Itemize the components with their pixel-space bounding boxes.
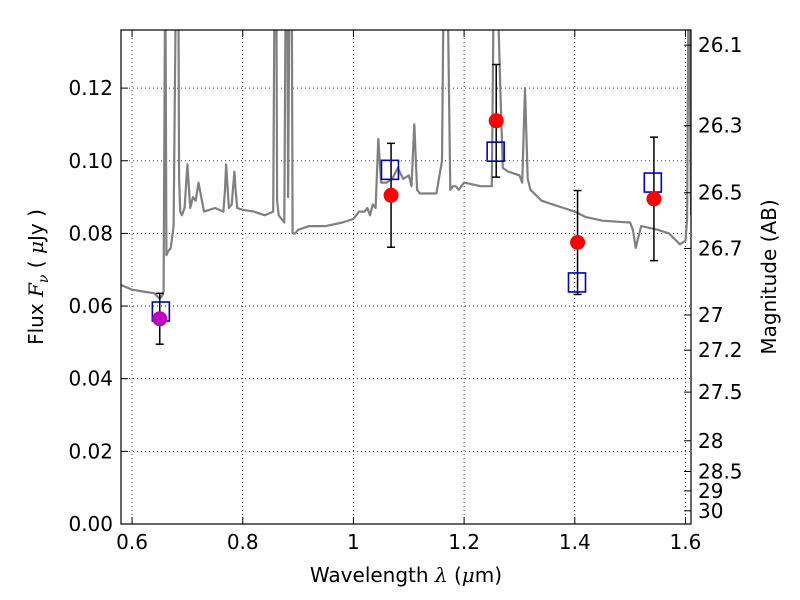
magnitude-tick-label: 26.3 (698, 114, 743, 138)
y-tick-label: 0.10 (68, 149, 113, 173)
magnitude-tick-label: 27.2 (698, 338, 743, 362)
x-tick-label: 0.8 (227, 530, 259, 554)
plot-frame (120, 29, 692, 525)
model-square-marker (380, 159, 400, 181)
y-tick-label: 0.12 (68, 76, 113, 100)
y-tick-label: 0.02 (68, 439, 113, 463)
magnitude-tick-label: 26.5 (698, 181, 743, 205)
magnitude-tick-label: 28.5 (698, 459, 743, 483)
x-tick-label: 1.2 (448, 530, 480, 554)
observed-circle-marker (488, 113, 504, 129)
y-axis-label: Flux Fν ( μJy ) (24, 209, 52, 345)
x-axis-label: Wavelength λ (μm) (310, 563, 502, 587)
x-tick-label: 0.6 (116, 530, 148, 554)
grid-lines (121, 30, 691, 524)
axis-ticks: 0.6 0.8 1 1.2 1.4 1.6 0.00 0.02 0.04 0.06 0.08 0.10… (68, 30, 743, 554)
magnitude-axis-label: Magnitude (AB) (757, 199, 781, 354)
y-tick-label: 0.06 (68, 294, 113, 318)
model-square-marker (567, 272, 587, 293)
observed-circle-marker (646, 191, 662, 207)
spectrum-line (121, 30, 691, 300)
magnitude-tick-label: 28 (698, 429, 723, 453)
magnitude-tick-label: 26.7 (698, 236, 743, 260)
magnitude-tick-label: 26.1 (698, 33, 743, 57)
x-tick-label: 1.4 (559, 530, 591, 554)
x-tick-label: 1 (347, 530, 360, 554)
x-tick-label: 1.6 (670, 530, 702, 554)
observed-circle-marker (570, 234, 586, 250)
model-square-marker (486, 141, 505, 162)
y-tick-label: 0.04 (68, 367, 113, 391)
magnitude-tick-label: 27.5 (698, 380, 743, 404)
y-tick-label: 0.00 (68, 512, 113, 536)
observed-circle-marker (383, 187, 399, 203)
magnitude-tick-label: 30 (698, 499, 723, 523)
data-markers (151, 113, 663, 327)
y-tick-label: 0.08 (68, 221, 113, 245)
magnitude-tick-label: 27 (698, 303, 723, 327)
magnitude-tick-label: 29 (698, 479, 723, 503)
observed-circle-marker (152, 311, 168, 327)
spectrum-layer (121, 30, 691, 300)
